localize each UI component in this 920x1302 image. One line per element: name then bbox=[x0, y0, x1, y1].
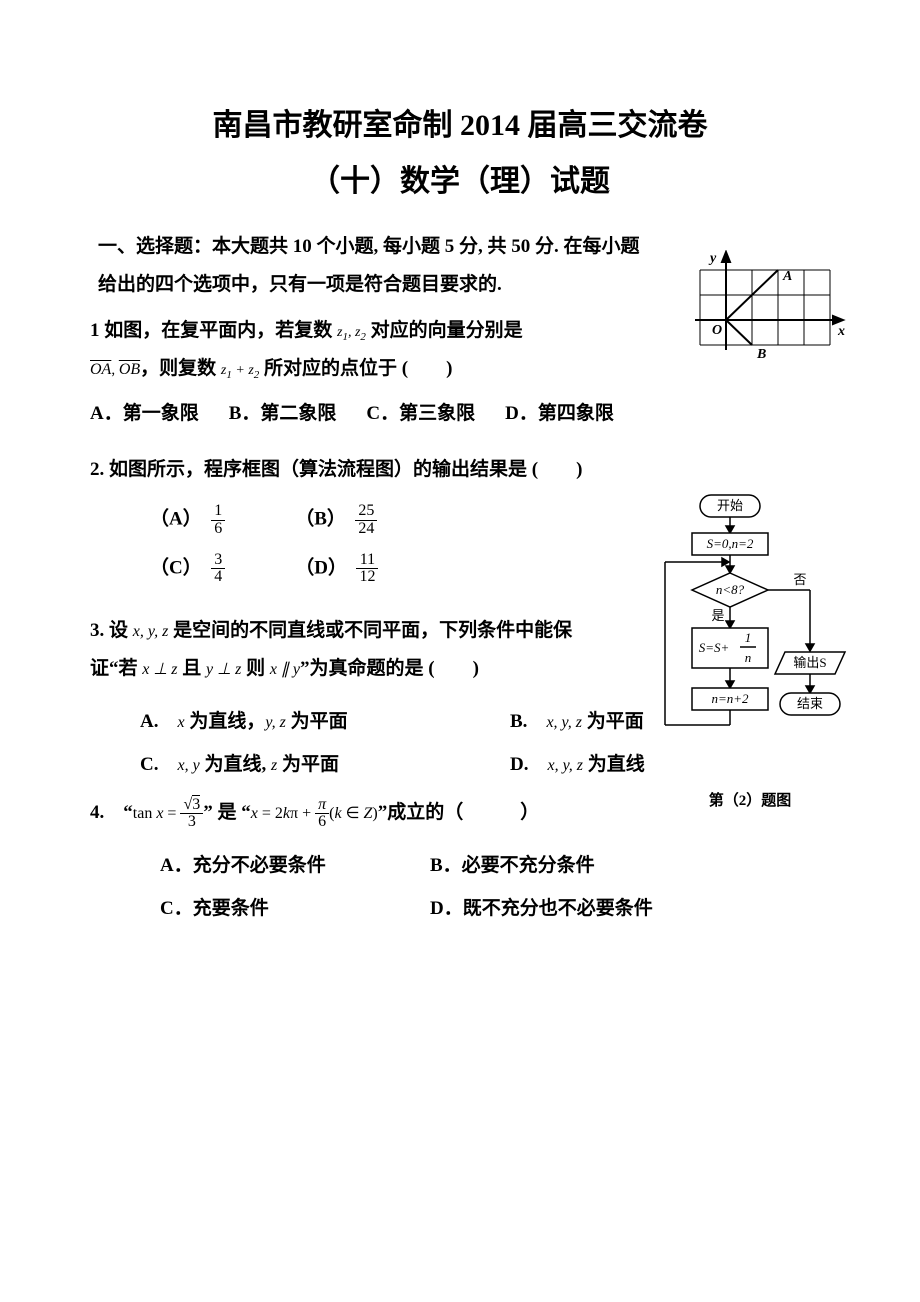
svg-text:输出S: 输出S bbox=[793, 655, 826, 670]
q3-xy: x ∥ y bbox=[270, 661, 300, 678]
q3-yz: y ⊥ z bbox=[206, 661, 241, 678]
q3-xyz: x, y, z bbox=[133, 623, 169, 640]
q4-opt-a: A．充分不必要条件 bbox=[90, 842, 390, 885]
svg-text:n: n bbox=[745, 650, 752, 665]
q2-text: 2. 如图所示，程序框图（算法流程图）的输出结果是 ( ) bbox=[90, 459, 582, 480]
svg-text:B: B bbox=[756, 347, 766, 362]
q2-opt-a: （A） 16 bbox=[150, 503, 225, 538]
svg-text:结束: 结束 bbox=[797, 696, 823, 711]
question-2: 2. 如图所示，程序框图（算法流程图）的输出结果是 ( ) bbox=[90, 451, 830, 489]
svg-text:否: 否 bbox=[793, 572, 806, 587]
svg-text:开始: 开始 bbox=[717, 498, 743, 513]
svg-text:y: y bbox=[708, 251, 717, 266]
q3-opt-a: A. x 为直线，y, z 为平面 bbox=[90, 698, 460, 741]
q1-text: 1 如图，在复平面内，若复数 bbox=[90, 320, 337, 341]
q2-opt-c: （C） 34 bbox=[150, 552, 225, 587]
svg-text:1: 1 bbox=[745, 630, 752, 645]
svg-text:n=n+2: n=n+2 bbox=[711, 691, 749, 706]
q1-vector-ob: OB bbox=[119, 361, 140, 378]
q1-vector-oa: OA bbox=[90, 361, 111, 378]
q1-opt-d: D．第四象限 bbox=[505, 398, 614, 425]
q1-math-sum: z1 + z2 bbox=[221, 363, 259, 378]
q1-text2: 对应的向量分别是 bbox=[366, 320, 523, 341]
q3-opt-c: C. x, y 为直线, z 为平面 bbox=[90, 741, 460, 784]
svg-text:是: 是 bbox=[711, 608, 724, 623]
q1-math-z1z2: z1, z2 bbox=[337, 325, 366, 340]
q2-opt-d: （D） 1112 bbox=[295, 552, 378, 587]
exam-title: 南昌市教研室命制 2014 届高三交流卷 bbox=[90, 100, 830, 144]
q1-opt-a: A．第一象限 bbox=[90, 398, 199, 425]
q4-opt-c: C．充要条件 bbox=[90, 885, 390, 928]
svg-text:n<8?: n<8? bbox=[716, 582, 745, 597]
figure-2-flowchart: 开始 S=0,n=2 n<8? 否 是 S=S+ 1 n 输出S bbox=[650, 490, 850, 810]
svg-text:A: A bbox=[782, 269, 792, 284]
q4-opt-d: D．既不充分也不必要条件 bbox=[390, 885, 653, 928]
q4-opt-b: B．必要不充分条件 bbox=[390, 842, 595, 885]
q1-options: A．第一象限 B．第二象限 C．第三象限 D．第四象限 bbox=[90, 398, 830, 425]
svg-text:S=0,n=2: S=0,n=2 bbox=[707, 536, 754, 551]
q1-text4: 所对应的点位于 ( ) bbox=[259, 358, 452, 379]
svg-text:O: O bbox=[712, 323, 722, 338]
q1-opt-b: B．第二象限 bbox=[229, 398, 337, 425]
q1-opt-c: C．第三象限 bbox=[366, 398, 475, 425]
svg-text:S=S+: S=S+ bbox=[699, 640, 730, 655]
svg-text:x: x bbox=[837, 324, 845, 339]
figure-1-complex-plane: y x O A B bbox=[680, 250, 850, 380]
q4-options: A．充分不必要条件 B．必要不充分条件 C．充要条件 D．既不充分也不必要条件 bbox=[90, 842, 830, 928]
q1-text3: ，则复数 bbox=[140, 358, 221, 379]
q2-opt-b: （B） 2524 bbox=[295, 503, 377, 538]
figure-2-caption: 第（2）题图 bbox=[650, 789, 850, 810]
section-1-text: 一、选择题：本大题共 10 个小题, 每小题 5 分, 共 50 分. 在每小题… bbox=[98, 236, 640, 295]
exam-subtitle: （十）数学（理）试题 bbox=[90, 156, 830, 200]
q3-xz: x ⊥ z bbox=[142, 661, 177, 678]
